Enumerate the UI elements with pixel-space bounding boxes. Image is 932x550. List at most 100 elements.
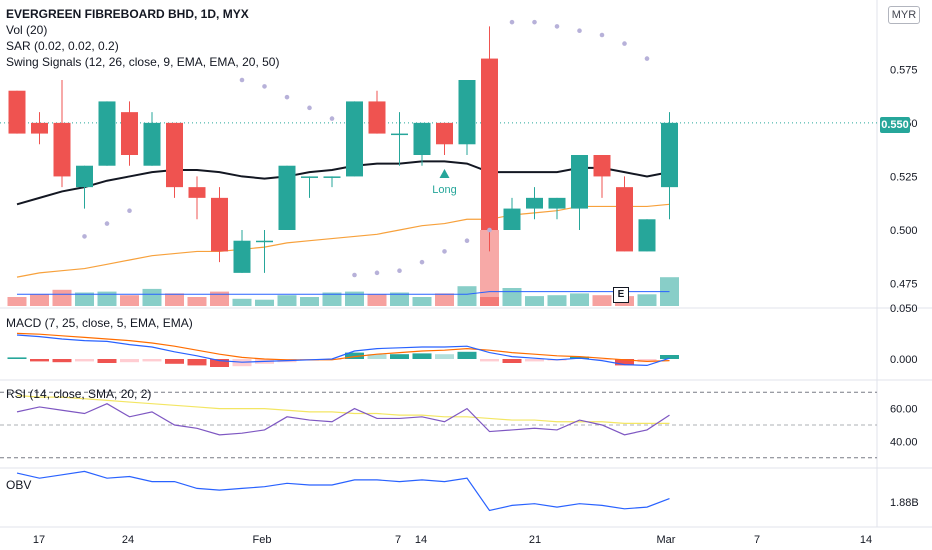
volume-ma-line [17, 291, 670, 295]
macd-histogram-bar [97, 359, 117, 363]
macd-signal-line [16, 332, 670, 363]
volume-bar [457, 286, 477, 306]
volume-bar [187, 297, 207, 306]
sar-dot [622, 41, 627, 46]
candle-body [368, 101, 386, 134]
macd-histogram-bar [367, 354, 387, 359]
volume-bar [390, 292, 409, 306]
candle-body [8, 90, 26, 134]
macd-histogram-bar [412, 353, 432, 359]
candle-body [593, 155, 611, 177]
candle-body [548, 197, 566, 209]
candle-body [278, 165, 296, 230]
macd-histogram-bar [390, 354, 409, 359]
sar-dot [509, 19, 515, 25]
volume-legend[interactable]: Vol (20) [6, 23, 48, 37]
macd-histogram-bar [480, 359, 499, 362]
rsi-ma-line [16, 394, 670, 424]
candle-body [188, 187, 206, 198]
price-tick-label: 0.575 [890, 64, 918, 76]
macd-histogram-bar [525, 359, 544, 362]
volume-bar [7, 297, 27, 306]
macd-tick-label: 0.000 [890, 354, 918, 366]
volume-bar [570, 293, 589, 306]
sar-dot [127, 208, 132, 214]
sar-dot [104, 221, 110, 226]
symbol-title[interactable]: EVERGREEN FIBREBOARD BHD, 1D, MYX [6, 7, 249, 21]
sar-dot [307, 105, 312, 111]
ema-orange-line [16, 203, 670, 278]
sar-dot [397, 268, 402, 274]
currency-badge[interactable]: MYR [888, 6, 920, 24]
sar-dot [352, 272, 357, 278]
time-tick-label: 14 [860, 534, 872, 546]
volume-bar [367, 294, 387, 306]
candle-body [31, 122, 48, 134]
earnings-marker[interactable]: E [613, 287, 629, 303]
time-tick-label: 7 [754, 534, 760, 546]
candle-body [166, 122, 183, 188]
macd-histogram-bar [52, 359, 72, 363]
macd-histogram-bar [615, 359, 634, 366]
sar-dot [532, 19, 537, 25]
candle-body [301, 176, 318, 178]
candle-body [616, 187, 633, 252]
candle-body [211, 197, 228, 252]
sar-dot [239, 77, 245, 83]
time-tick-label: Feb [253, 534, 272, 546]
sar-dot [554, 24, 560, 29]
macd-pane-label[interactable]: MACD (7, 25, close, 5, EMA, EMA) [6, 316, 193, 330]
sar-dot [644, 56, 650, 61]
sar-dot [419, 259, 425, 265]
rsi-tick-label: 60.00 [890, 404, 918, 416]
swing-signals-legend[interactable]: Swing Signals (12, 26, close, 9, EMA, EM… [6, 55, 280, 69]
sar-dot [487, 227, 492, 233]
macd-histogram-bar [30, 359, 49, 362]
volume-bar [210, 291, 229, 306]
obv-line [16, 470, 670, 512]
macd-histogram-bar [435, 354, 454, 359]
volume-bar [637, 294, 657, 306]
candle-body [76, 165, 93, 188]
candle-body [661, 122, 678, 188]
macd-histogram-bar [75, 359, 94, 362]
time-tick-label: 7 [395, 534, 401, 546]
sar-dot [262, 84, 267, 89]
candle-body [413, 122, 431, 155]
price-tick-label: 0.525 [890, 171, 918, 183]
macd-histogram-bar [165, 359, 184, 364]
rsi-pane-label[interactable]: RSI (14, close, SMA, 20, 2) [6, 387, 152, 401]
volume-bar [277, 295, 297, 306]
volume-bar [232, 298, 252, 306]
sar-dot [464, 238, 470, 244]
macd-histogram-bar [457, 351, 477, 359]
time-tick-label: 17 [33, 534, 45, 546]
last-price-badge: 0.550 [880, 117, 910, 133]
macd-histogram-bar [592, 359, 612, 360]
volume-bar [30, 294, 49, 306]
macd-histogram-bar [637, 359, 657, 363]
volume-bar [142, 288, 162, 306]
volume-bar [120, 295, 139, 306]
sar-dot [599, 32, 605, 38]
volume-bar [165, 293, 184, 306]
candle-body [346, 101, 363, 177]
sar-dot [82, 234, 87, 239]
time-tick-label: 21 [529, 534, 541, 546]
volume-bar [300, 297, 319, 306]
volume-bar [97, 291, 117, 306]
volume-bar [412, 297, 432, 306]
candle-body [53, 122, 71, 177]
macd-histogram-bar [142, 359, 162, 362]
candle-body [121, 112, 138, 155]
sar-dot [577, 28, 582, 34]
time-tick-label: Mar [657, 534, 676, 546]
sar-legend[interactable]: SAR (0.02, 0.02, 0.2) [6, 39, 119, 53]
volume-bar [75, 292, 94, 306]
volume-bar [52, 289, 72, 306]
candle-body [481, 58, 498, 231]
candle-body [638, 219, 656, 252]
candle-body [98, 101, 116, 166]
obv-pane-label[interactable]: OBV [6, 478, 32, 492]
